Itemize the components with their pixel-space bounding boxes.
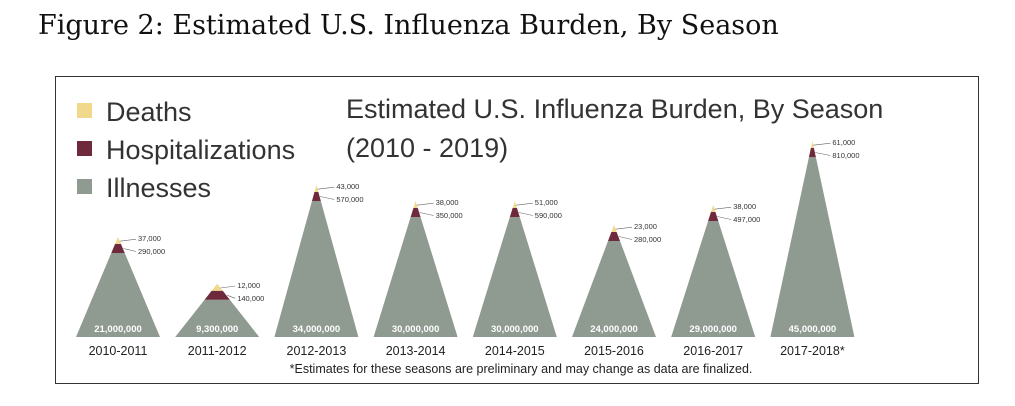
- figure-title: Figure 2: Estimated U.S. Influenza Burde…: [38, 10, 779, 41]
- season-label: 2014-2015: [485, 344, 545, 358]
- chart-marks: 21,000,000 37,000 290,000 2010-2011 9,300,00…: [76, 138, 860, 358]
- deaths-value-label: 51,000: [535, 198, 558, 207]
- hospitalizations-leader-line: [419, 212, 434, 216]
- hospitalizations-band: [509, 208, 520, 217]
- illnesses-value-label: 30,000,000: [392, 324, 440, 335]
- deaths-leader-line: [416, 202, 434, 206]
- illnesses-area: [572, 241, 656, 337]
- illnesses-value-label: 29,000,000: [689, 324, 737, 335]
- deaths-value-label: 43,000: [336, 182, 359, 191]
- deaths-leader-line: [714, 206, 732, 210]
- legend-label-deaths: Deaths: [106, 97, 192, 127]
- deaths-cap: [512, 201, 517, 208]
- deaths-leader-line: [516, 202, 533, 206]
- hospitalizations-leader-line: [815, 152, 831, 156]
- hospitalizations-band: [204, 290, 230, 300]
- deaths-value-label: 12,000: [237, 281, 260, 290]
- season-label: 2011-2012: [188, 344, 247, 358]
- deaths-cap: [314, 185, 319, 192]
- hospitalizations-value-label: 497,000: [733, 215, 760, 224]
- hospitalizations-band: [808, 148, 816, 157]
- season-label: 2015-2016: [584, 344, 644, 358]
- deaths-leader-line: [220, 285, 236, 289]
- legend-label-illnesses: Illnesses: [106, 173, 211, 203]
- hospitalizations-leader-line: [227, 295, 236, 299]
- deaths-cap: [115, 237, 121, 244]
- illnesses-area: [274, 201, 359, 337]
- legend: Deaths Hospitalizations Illnesses: [77, 97, 295, 203]
- hospitalizations-band: [608, 232, 620, 241]
- deaths-value-label: 37,000: [138, 234, 161, 243]
- hospitalizations-value-label: 140,000: [237, 294, 264, 303]
- hospitalizations-value-label: 280,000: [634, 235, 661, 244]
- illnesses-value-label: 45,000,000: [789, 324, 837, 335]
- illnesses-area: [175, 299, 260, 337]
- deaths-cap: [611, 225, 617, 232]
- illnesses-area: [770, 157, 855, 337]
- deaths-cap: [413, 201, 418, 208]
- hospitalizations-value-label: 350,000: [436, 211, 463, 220]
- legend-swatch-illnesses: [77, 179, 92, 194]
- hospitalizations-leader-line: [518, 212, 533, 216]
- hospitalizations-leader-line: [319, 196, 335, 200]
- deaths-cap: [710, 205, 716, 212]
- hospitalizations-value-label: 290,000: [138, 247, 165, 256]
- illnesses-value-label: 9,300,000: [196, 324, 238, 335]
- legend-swatch-deaths: [77, 103, 92, 118]
- deaths-cap: [810, 141, 814, 148]
- season-label: 2013-2014: [386, 344, 446, 358]
- deaths-leader-line: [119, 238, 137, 242]
- hospitalizations-band: [311, 192, 321, 201]
- illnesses-area: [671, 221, 756, 337]
- hospitalizations-leader-line: [123, 248, 137, 252]
- chart-frame: [55, 76, 979, 384]
- deaths-leader-line: [317, 186, 335, 190]
- hospitalizations-value-label: 590,000: [535, 211, 562, 220]
- hospitalizations-band: [410, 208, 421, 217]
- season-label: 2017-2018*: [780, 344, 845, 358]
- season-label: 2016-2017: [683, 344, 743, 358]
- deaths-leader-line: [615, 226, 633, 230]
- legend-label-hospitalizations: Hospitalizations: [106, 135, 295, 165]
- deaths-value-label: 23,000: [634, 222, 657, 231]
- deaths-value-label: 61,000: [832, 138, 855, 147]
- deaths-cap: [211, 283, 223, 291]
- deaths-value-label: 38,000: [436, 198, 459, 207]
- season-label: 2010-2011: [89, 344, 148, 358]
- chart-subtitle: (2010 - 2019): [346, 133, 508, 163]
- deaths-value-label: 38,000: [733, 202, 756, 211]
- season-label: 2012-2013: [287, 344, 347, 358]
- hospitalizations-value-label: 570,000: [336, 195, 363, 204]
- illnesses-area: [373, 217, 458, 337]
- illnesses-value-label: 24,000,000: [590, 324, 638, 335]
- illnesses-area: [472, 217, 557, 337]
- illnesses-value-label: 21,000,000: [94, 324, 142, 335]
- hospitalizations-band: [111, 244, 125, 253]
- hospitalizations-leader-line: [717, 216, 732, 220]
- chart-footnote: *Estimates for these seasons are prelimi…: [290, 362, 753, 376]
- hospitalizations-leader-line: [618, 236, 633, 240]
- legend-swatch-hospitalizations: [77, 141, 92, 156]
- hospitalizations-band: [708, 212, 719, 221]
- deaths-leader-line: [813, 142, 831, 146]
- illnesses-value-label: 34,000,000: [293, 324, 341, 335]
- chart-title: Estimated U.S. Influenza Burden, By Seas…: [346, 94, 883, 124]
- illnesses-value-label: 30,000,000: [491, 324, 539, 335]
- hospitalizations-value-label: 810,000: [832, 151, 859, 160]
- illnesses-area: [76, 253, 160, 337]
